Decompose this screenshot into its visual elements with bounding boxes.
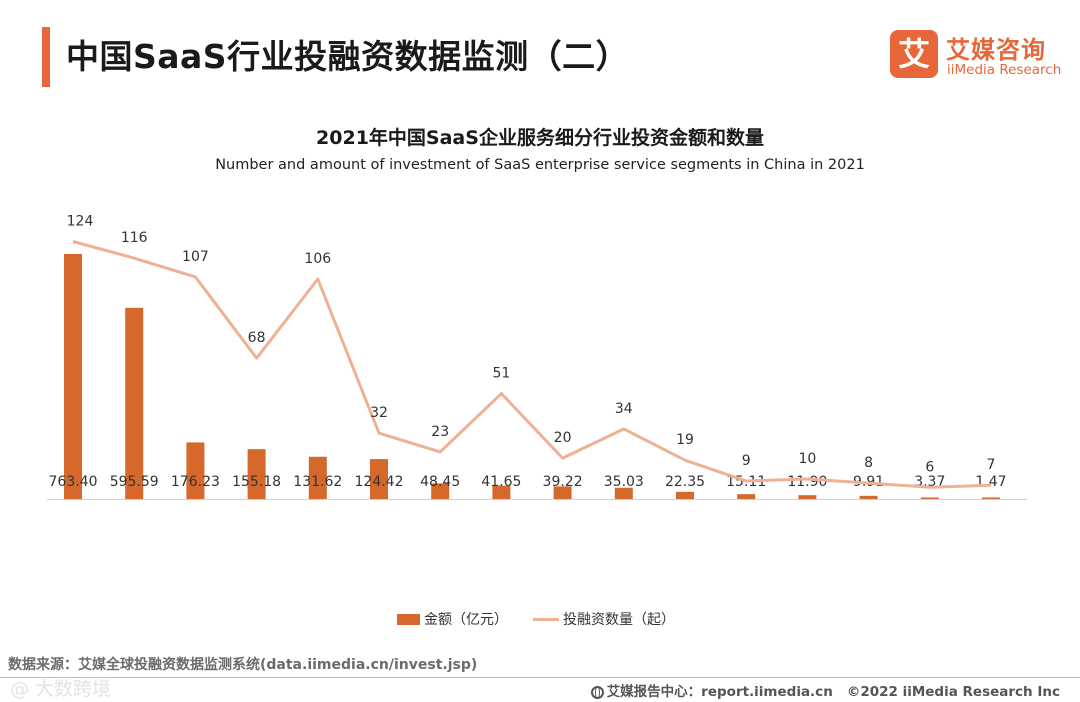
bar-value-label: 595.59 [110,474,159,490]
bar-value-label: 22.35 [665,474,705,490]
bar-value-label: 124.42 [355,474,404,490]
line-value-label: 51 [492,366,510,382]
bar-amount [431,483,450,499]
chart-title: 2021年中国SaaS企业服务细分行业投资金额和数量 [316,127,764,149]
line-value-label: 32 [370,405,388,421]
title-accent-bar [42,27,50,87]
line-value-label: 10 [798,451,816,467]
bar-amount [614,487,633,499]
bar-amount [492,485,511,499]
legend-label-amount: 金额（亿元） [424,612,508,628]
bar-amount [737,494,756,499]
line-value-label: 107 [182,249,209,265]
bar-amount [920,497,939,499]
line-value-label: 116 [121,230,148,246]
chart-subtitle: Number and amount of investment of SaaS … [215,157,865,173]
line-value-label: 7 [987,457,996,473]
legend-swatch-amount [397,614,420,625]
bar-amount [553,486,572,499]
report-center-link[interactable]: 艾媒报告中心：report.iimedia.cn [606,684,833,700]
bar-value-label: 176.23 [171,474,220,490]
bar-value-label: 1.47 [975,474,1006,490]
bar-value-label: 155.18 [232,474,281,490]
logo-english-name: iiMedia Research [947,62,1062,78]
bar-value-label: 763.40 [49,474,98,490]
bar-amount [186,442,205,499]
bar-amount [370,459,388,499]
line-value-label: 34 [615,401,633,417]
data-source-note: 数据来源：艾媒全球投融资数据监测系统(data.iimedia.cn/inves… [8,657,478,673]
copyright-text: ©2022 iiMedia Research Inc [846,684,1060,700]
bar-amount [676,491,694,499]
legend-label-count: 投融资数量（起） [563,612,675,628]
bar-amount [247,449,266,499]
line-value-label: 23 [431,424,449,440]
footer-info: 艾媒报告中心：report.iimedia.cn ©2022 iiMedia Re… [590,680,1060,700]
bar-value-label: 11.90 [787,474,827,490]
line-value-label: 106 [304,251,331,267]
bar-amount [982,497,1000,499]
bar-amount [125,307,144,499]
bar-value-label: 41.65 [481,474,521,490]
line-value-label: 6 [925,459,934,475]
line-value-label: 20 [554,430,572,446]
logo-mark-icon: 艾 [890,30,938,78]
bar-value-label: 48.45 [420,474,460,490]
globe-icon [590,686,604,699]
line-value-label: 124 [67,214,94,230]
bar-value-label: 131.62 [293,474,342,490]
line-value-label: 19 [676,432,694,448]
bar-amount [859,495,878,499]
bar-amount [64,254,82,499]
logo-chinese-name: 艾媒咨询 [946,36,1046,64]
line-value-label: 68 [248,330,266,346]
watermark-text: @ 大数跨境 [10,678,112,700]
line-value-label: 8 [864,455,873,471]
footer-divider [0,677,1080,678]
series-line-count [72,240,992,489]
bar-value-label: 39.22 [543,474,583,490]
page-title: 中国SaaS行业投融资数据监测（二） [66,37,630,76]
bar-amount [308,456,327,499]
line-value-label: 9 [742,453,751,469]
bar-value-label: 35.03 [604,474,644,490]
brand-logo: 艾 艾媒咨询 iiMedia Research [890,30,1065,82]
bar-amount [798,495,817,499]
